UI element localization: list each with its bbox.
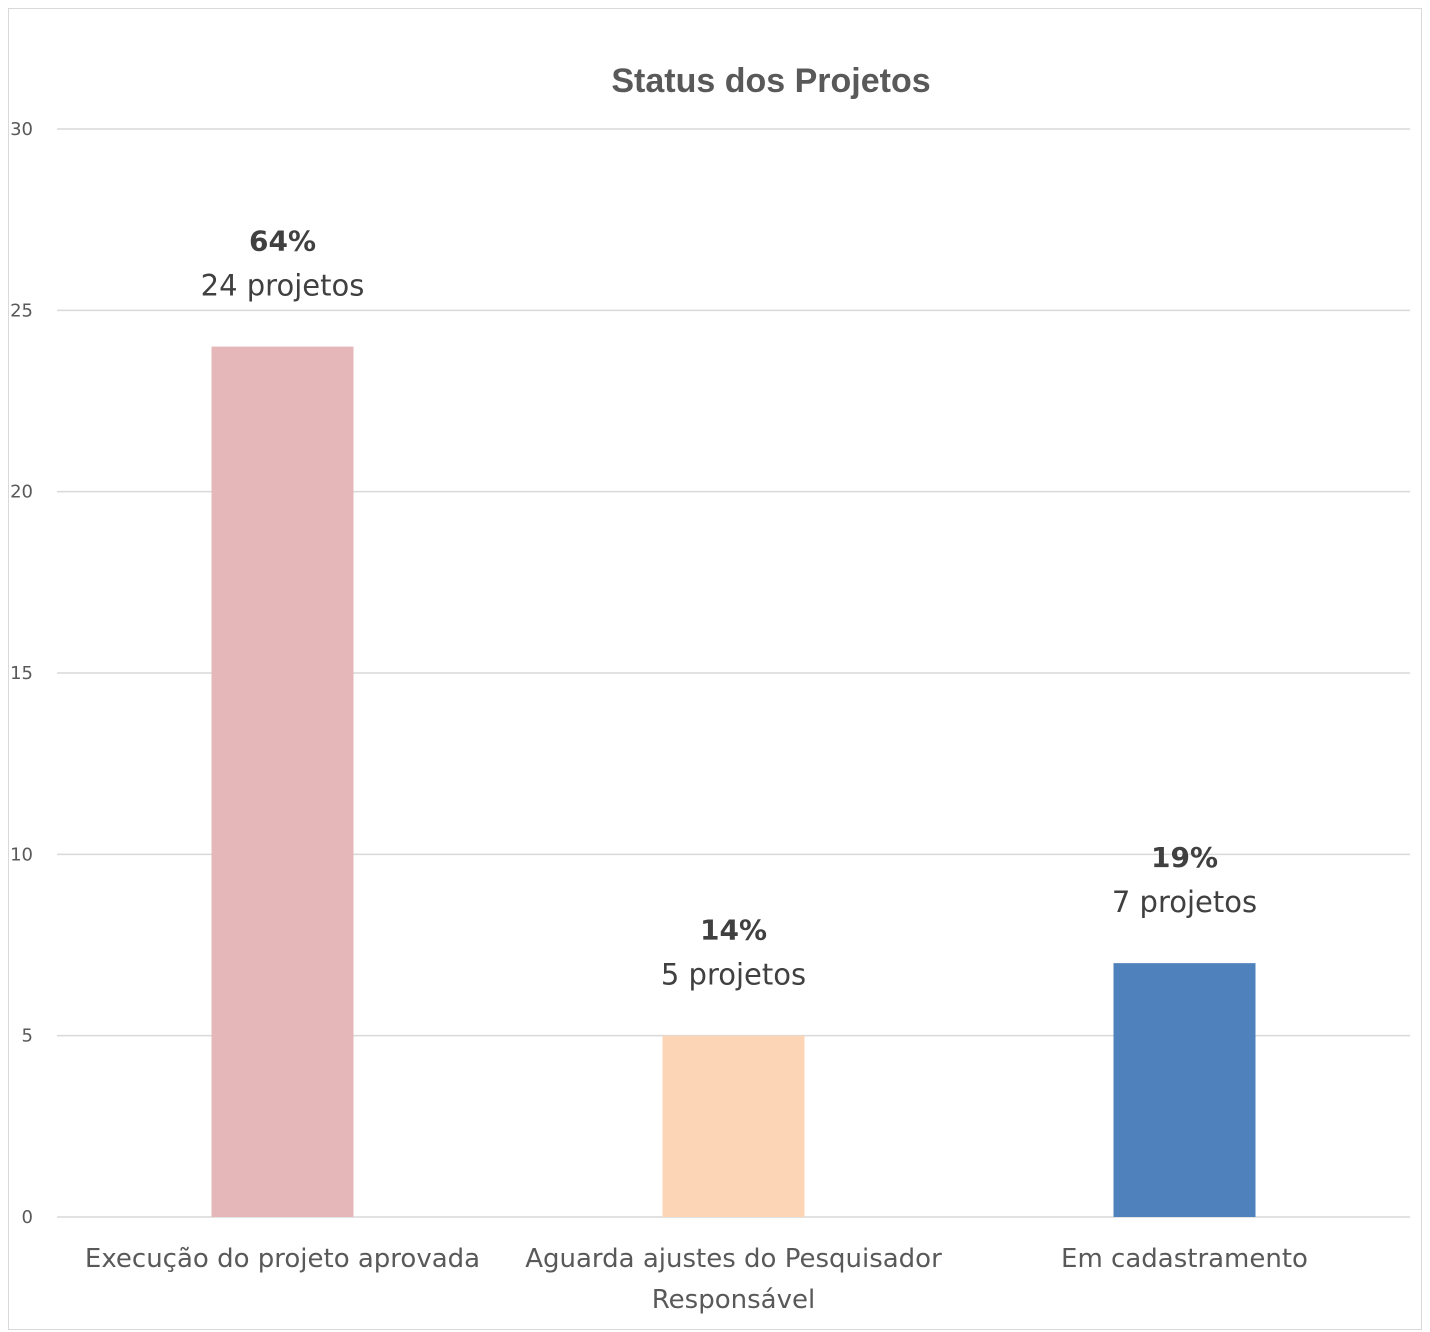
category-label-1: Execução do projeto aprovada [85, 1244, 480, 1274]
data-label-count-3: 7 projetos [1112, 885, 1257, 919]
category-label-2-line-2: Responsável [652, 1285, 815, 1315]
data-label-percent-3: 19% [1151, 841, 1218, 874]
y-tick-label-30: 30 [10, 119, 33, 140]
y-tick-label-0: 0 [22, 1207, 33, 1228]
y-tick-label-10: 10 [10, 844, 33, 865]
x-axis-categories: Execução do projeto aprovada Aguarda ajus… [85, 1244, 1308, 1315]
category-label-2: Aguarda ajustes do Pesquisador [525, 1244, 942, 1274]
y-tick-label-5: 5 [22, 1026, 33, 1047]
bars [211, 346, 1256, 1218]
bar-3 [1113, 963, 1256, 1217]
chart-title: Status dos Projetos [611, 62, 930, 100]
y-tick-label-25: 25 [10, 300, 33, 321]
data-label-percent-2: 14% [700, 914, 767, 947]
data-label-count-1: 24 projetos [201, 269, 365, 303]
data-label-count-2: 5 projetos [661, 958, 806, 992]
y-tick-label-15: 15 [10, 663, 33, 684]
y-axis-ticks: 0 5 10 15 20 25 30 [10, 119, 33, 1228]
bar-1 [211, 346, 354, 1218]
data-labels: 64% 24 projetos 14% 5 projetos 19% 7 projetos [201, 225, 1257, 992]
category-label-3: Em cadastramento [1061, 1244, 1308, 1274]
y-tick-label-20: 20 [10, 482, 33, 503]
bar-2 [662, 1035, 805, 1217]
data-label-percent-1: 64% [249, 225, 316, 258]
